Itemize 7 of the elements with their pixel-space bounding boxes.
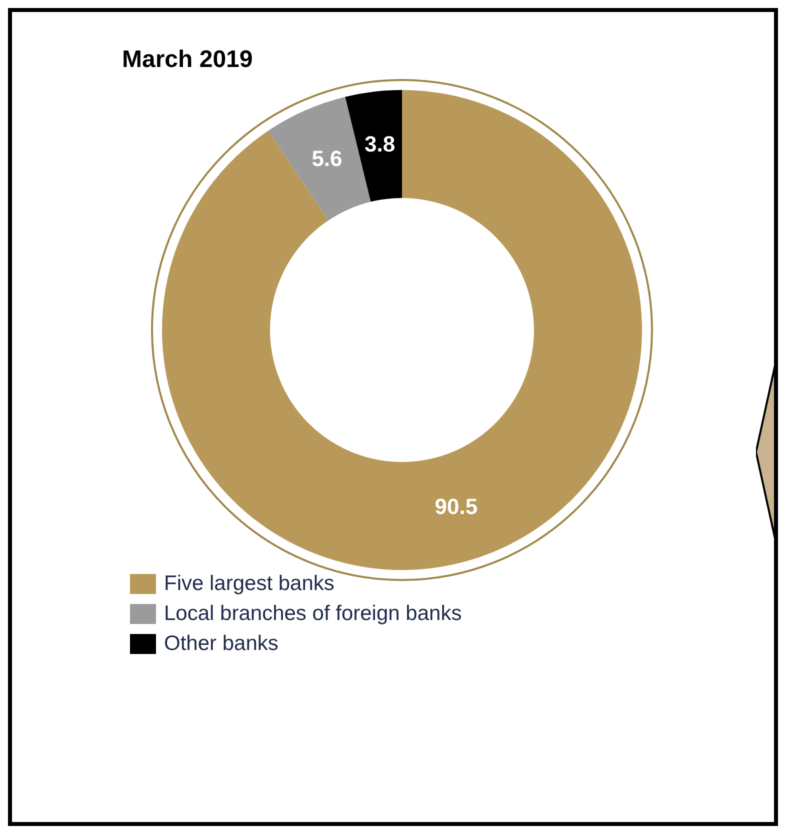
data-label: 90.5	[434, 494, 478, 519]
data-label: 3.8	[364, 131, 396, 156]
legend-label: Other banks	[164, 632, 278, 656]
legend-label: Local branches of foreign banks	[164, 602, 462, 626]
data-label: 5.6	[312, 146, 342, 171]
chart-title: March 2019	[122, 46, 253, 74]
legend-label: Five largest banks	[164, 572, 334, 596]
